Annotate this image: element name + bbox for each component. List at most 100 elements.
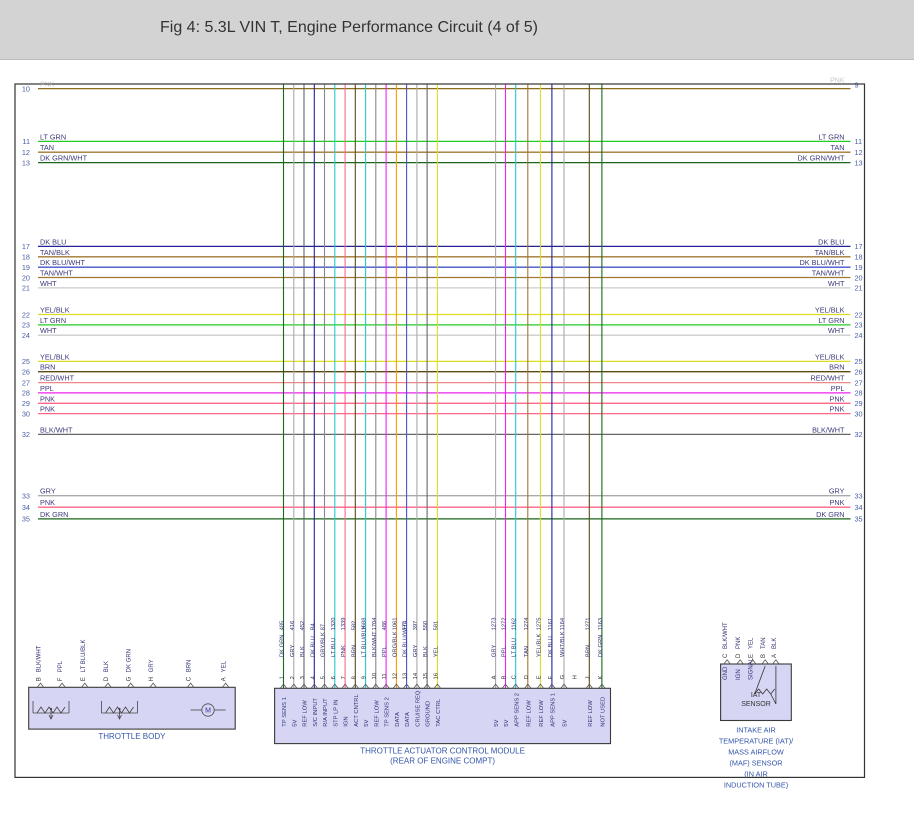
svg-text:TEMPERATURE (IAT)/: TEMPERATURE (IAT)/ — [719, 737, 794, 746]
svg-text:BLK/WHT: BLK/WHT — [40, 425, 73, 434]
svg-text:8: 8 — [351, 676, 357, 679]
svg-text:PNK: PNK — [40, 405, 55, 414]
svg-text:34: 34 — [855, 503, 863, 512]
svg-text:YEL: YEL — [749, 637, 755, 649]
svg-text:14: 14 — [413, 672, 419, 679]
svg-text:PPL: PPL — [58, 660, 64, 672]
svg-text:WHT: WHT — [828, 279, 845, 288]
svg-text:5V: 5V — [364, 719, 370, 726]
svg-text:19: 19 — [22, 263, 30, 272]
svg-text:S/C INPUT: S/C INPUT — [313, 698, 319, 727]
svg-text:APP SENS 1: APP SENS 1 — [551, 693, 557, 727]
svg-text:1: 1 — [280, 676, 286, 679]
svg-text:DK GRN: DK GRN — [816, 510, 844, 519]
svg-text:ACT CNTRL: ACT CNTRL — [354, 694, 360, 727]
svg-text:1162: 1162 — [512, 618, 518, 630]
svg-text:23: 23 — [855, 321, 863, 330]
svg-text:REF LOW: REF LOW — [539, 700, 545, 727]
svg-text:9: 9 — [362, 676, 368, 679]
svg-text:BRN: BRN — [829, 363, 844, 372]
svg-text:DATA: DATA — [395, 712, 401, 727]
svg-text:A: A — [492, 675, 498, 679]
svg-text:DATA: DATA — [405, 712, 411, 727]
svg-text:3: 3 — [300, 676, 306, 679]
svg-text:B: B — [761, 654, 767, 658]
svg-text:YEL/BLK: YEL/BLK — [40, 306, 70, 315]
svg-text:25: 25 — [22, 357, 30, 366]
svg-text:DK BLU: DK BLU — [818, 237, 844, 246]
svg-text:485: 485 — [280, 621, 286, 631]
svg-text:1704: 1704 — [372, 617, 378, 631]
svg-text:15: 15 — [423, 673, 429, 679]
svg-text:PPL: PPL — [831, 384, 845, 393]
svg-text:PNK: PNK — [830, 78, 845, 85]
svg-text:1339: 1339 — [341, 617, 347, 630]
svg-text:TP SENS 1: TP SENS 1 — [282, 697, 288, 727]
svg-text:TAN/WHT: TAN/WHT — [812, 269, 845, 278]
svg-text:YEL: YEL — [433, 645, 439, 657]
svg-text:2: 2 — [290, 676, 296, 679]
svg-text:B4: B4 — [310, 623, 316, 631]
svg-text:YEL/BLK: YEL/BLK — [536, 633, 542, 657]
svg-text:11: 11 — [22, 137, 30, 146]
svg-text:16: 16 — [433, 673, 439, 679]
svg-text:27: 27 — [855, 378, 863, 387]
svg-text:1688: 1688 — [362, 617, 368, 630]
svg-text:E: E — [536, 675, 542, 679]
svg-text:582: 582 — [351, 621, 357, 631]
svg-text:DK BLU: DK BLU — [40, 237, 66, 246]
svg-text:1320: 1320 — [331, 617, 337, 630]
svg-text:PNK: PNK — [341, 645, 347, 657]
svg-text:12: 12 — [392, 673, 398, 679]
svg-text:20: 20 — [22, 273, 30, 282]
svg-text:DK BLU/WHT: DK BLU/WHT — [800, 258, 846, 267]
svg-text:550: 550 — [423, 621, 429, 631]
svg-text:29: 29 — [855, 399, 863, 408]
svg-text:GRY: GRY — [492, 645, 498, 658]
svg-text:32: 32 — [855, 430, 863, 439]
svg-text:BLK/WHT: BLK/WHT — [37, 645, 43, 672]
svg-text:BLK: BLK — [772, 638, 778, 649]
svg-text:(REAR OF ENGINE COMPT): (REAR OF ENGINE COMPT) — [390, 757, 495, 766]
svg-text:ORG/BLK: ORG/BLK — [392, 631, 398, 657]
svg-text:PNK: PNK — [829, 394, 844, 403]
svg-text:NOT USED: NOT USED — [601, 697, 607, 727]
svg-text:REF LOW: REF LOW — [303, 700, 309, 727]
svg-text:DK GRN: DK GRN — [40, 510, 68, 519]
svg-text:12: 12 — [855, 148, 863, 157]
svg-text:GROUND: GROUND — [426, 701, 432, 727]
svg-text:21: 21 — [855, 284, 863, 293]
svg-text:TAN/WHT: TAN/WHT — [40, 269, 73, 278]
svg-text:4: 4 — [310, 675, 316, 679]
svg-text:WHT/BLK: WHT/BLK — [560, 631, 566, 657]
svg-text:5V: 5V — [504, 719, 510, 726]
svg-text:1275: 1275 — [536, 617, 542, 630]
svg-text:5V: 5V — [292, 719, 298, 726]
svg-text:WHT: WHT — [40, 326, 57, 335]
svg-text:J: J — [585, 676, 591, 679]
svg-text:9: 9 — [855, 80, 859, 89]
svg-text:13: 13 — [22, 158, 30, 167]
svg-text:PNK: PNK — [829, 498, 844, 507]
svg-text:LT BLU: LT BLU — [331, 638, 337, 657]
svg-text:TAN: TAN — [40, 143, 54, 152]
svg-text:TAN/BLK: TAN/BLK — [40, 248, 70, 257]
svg-text:5: 5 — [321, 676, 327, 679]
svg-text:R/A INPUT: R/A INPUT — [323, 698, 329, 727]
svg-text:C: C — [187, 676, 193, 681]
svg-text:TAC CTRL: TAC CTRL — [436, 698, 442, 727]
svg-text:1274: 1274 — [524, 617, 530, 631]
svg-text:E: E — [81, 677, 87, 681]
svg-text:DK BLU: DK BLU — [310, 636, 316, 657]
svg-text:10: 10 — [372, 673, 378, 679]
svg-text:THROTTLE BODY: THROTTLE BODY — [98, 732, 166, 741]
svg-text:29: 29 — [22, 399, 30, 408]
svg-text:397: 397 — [413, 621, 419, 631]
svg-text:26: 26 — [855, 368, 863, 377]
svg-text:C: C — [723, 653, 729, 658]
svg-text:TAN: TAN — [524, 646, 530, 657]
svg-text:581: 581 — [433, 621, 439, 631]
svg-text:35: 35 — [855, 515, 863, 524]
svg-text:APP SENS 2: APP SENS 2 — [514, 693, 520, 727]
svg-text:LT GRN: LT GRN — [40, 132, 66, 141]
